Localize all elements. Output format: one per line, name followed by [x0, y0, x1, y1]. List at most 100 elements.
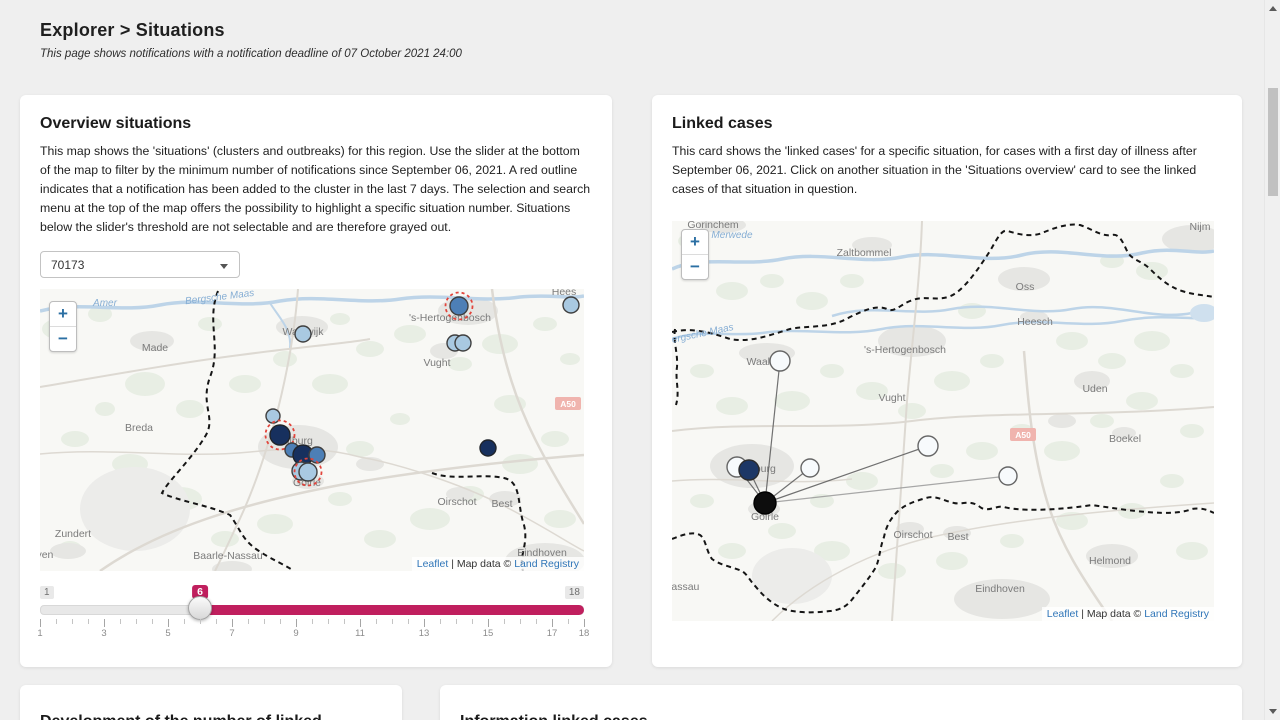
road-badge [1010, 428, 1036, 441]
slider-tick [424, 619, 425, 627]
slider-tick [56, 619, 57, 624]
linked-cases-map[interactable]: Gorinchem Zaltbommel Oss Heesch 's-Hertogenb… [672, 221, 1214, 621]
map-town-label: Oirschot [437, 496, 476, 508]
page-subtitle: This page shows notifications with a not… [40, 48, 462, 60]
zoom-out-button[interactable]: − [50, 326, 76, 351]
slider-tick [216, 619, 217, 624]
slider-tick [264, 619, 265, 624]
card-overview-situations: Overview situations This map shows the '… [20, 95, 612, 667]
situation-marker[interactable] [308, 446, 326, 464]
situation-marker[interactable] [265, 408, 281, 424]
scrollbar-down-icon[interactable] [1269, 709, 1277, 714]
scrollbar-thumb[interactable] [1268, 88, 1278, 196]
slider-tick [552, 619, 553, 627]
map-town-label: Zundert [55, 528, 91, 540]
land-registry-link[interactable]: Land Registry [514, 558, 579, 570]
overview-map-canvas[interactable]: MadeBredaWaalwijk's-HertogenboschVughtTi… [40, 289, 584, 571]
map-town-label: Eindhoven [975, 583, 1025, 595]
map-town-label: Heesch [1017, 316, 1053, 328]
slider-tick [392, 619, 393, 624]
situation-select-value: 70173 [51, 258, 85, 272]
map-town-label: Helmond [1089, 555, 1131, 567]
slider-tick [184, 619, 185, 624]
slider-tick [232, 619, 233, 627]
card-linked-cases: Linked cases This card shows the 'linked… [652, 95, 1242, 667]
overview-map-labels: MadeBredaWaalwijk's-HertogenboschVughtTi… [40, 289, 576, 562]
slider-tick [72, 619, 73, 624]
overview-map-markers [264, 291, 580, 487]
slider-tick [40, 619, 41, 627]
map-town-label: Best [947, 531, 968, 543]
leaflet-link[interactable]: Leaflet [416, 558, 449, 570]
map-town-label: ayen [40, 549, 54, 561]
slider-tick [520, 619, 521, 624]
information-card-title: Information linked cases [460, 713, 1222, 720]
overview-map[interactable]: MadeBredaWaalwijk's-HertogenboschVughtTi… [40, 289, 584, 571]
land-registry-link[interactable]: Land Registry [1144, 608, 1209, 620]
case-marker[interactable] [738, 459, 760, 481]
situation-marker[interactable] [562, 296, 580, 314]
zoom-in-button[interactable]: + [690, 232, 700, 251]
slider-selected-range[interactable] [200, 605, 584, 615]
map-town-label: Vught [423, 357, 450, 369]
situation-marker[interactable] [449, 296, 469, 316]
leaflet-link[interactable]: Leaflet [1046, 608, 1079, 620]
case-marker[interactable] [800, 458, 820, 478]
slider-tick-label: 1 [37, 628, 43, 639]
situation-marker[interactable] [454, 334, 472, 352]
case-marker[interactable] [998, 466, 1018, 486]
situation-marker[interactable] [294, 325, 312, 343]
slider-tick [200, 619, 201, 624]
case-link-line [764, 475, 1009, 504]
slider-tick [248, 619, 249, 624]
case-link-line [764, 445, 929, 504]
map-town-label: Zaltbommel [837, 247, 892, 259]
slider-tick [584, 619, 585, 627]
map-town-label: Oirschot [893, 529, 932, 541]
zoom-in-button[interactable]: + [58, 304, 68, 323]
slider-tick [568, 619, 569, 624]
scrollbar-up-icon[interactable] [1269, 6, 1277, 11]
map-base-art [40, 289, 584, 571]
situation-select[interactable]: 70173 [40, 251, 240, 278]
case-marker[interactable] [769, 350, 791, 372]
slider-tick [440, 619, 441, 624]
slider-tick-label: 9 [293, 628, 299, 639]
page-header: Explorer > Situations This page shows no… [40, 20, 462, 60]
map-town-label: Oss [1016, 281, 1035, 293]
map-town-label: Gorinchem [687, 221, 739, 231]
linked-map-labels: Gorinchem Zaltbommel Oss Heesch 's-Hertogenb… [672, 221, 1211, 595]
case-marker[interactable] [753, 491, 777, 515]
slider-tick-label: 17 [546, 628, 558, 639]
slider-handle[interactable] [188, 596, 212, 620]
situation-marker[interactable] [479, 439, 497, 457]
map-town-label: Uden [1082, 383, 1107, 395]
case-marker[interactable] [917, 435, 939, 457]
slider-tick [488, 619, 489, 627]
situation-marker[interactable] [269, 424, 291, 446]
slider-max-badge: 18 [564, 586, 584, 599]
notification-threshold-slider[interactable]: 1 18 6 1 3 5 7 9 11 13 15 17 18 [37, 585, 589, 639]
page-scrollbar[interactable] [1264, 0, 1280, 720]
map-zoom-control: + − [49, 301, 77, 352]
overview-card-title: Overview situations [40, 115, 192, 132]
slider-tick [472, 619, 473, 624]
map-base-art [672, 221, 1214, 621]
slider-grid: 1 3 5 7 9 11 13 15 17 18 [37, 619, 589, 639]
slider-tick [536, 619, 537, 624]
development-card-title: Development of the number of linked [40, 713, 382, 720]
linked-map-canvas[interactable]: Gorinchem Zaltbommel Oss Heesch 's-Hertogenb… [672, 221, 1214, 621]
slider-tick [152, 619, 153, 624]
card-information-linked-cases: Information linked cases [440, 685, 1242, 720]
map-attribution: Leaflet | Map data © Land Registry [1041, 607, 1214, 621]
overview-card-description: This map shows the 'situations' (cluster… [40, 144, 591, 234]
slider-tick [104, 619, 105, 627]
linked-card-description: This card shows the 'linked cases' for a… [672, 144, 1197, 196]
recent-notification-ring [444, 291, 474, 321]
slider-tick [376, 619, 377, 624]
map-town-label: Hees [552, 289, 577, 298]
zoom-out-button[interactable]: − [682, 254, 708, 279]
slider-tick [312, 619, 313, 624]
situation-marker[interactable] [298, 462, 318, 482]
